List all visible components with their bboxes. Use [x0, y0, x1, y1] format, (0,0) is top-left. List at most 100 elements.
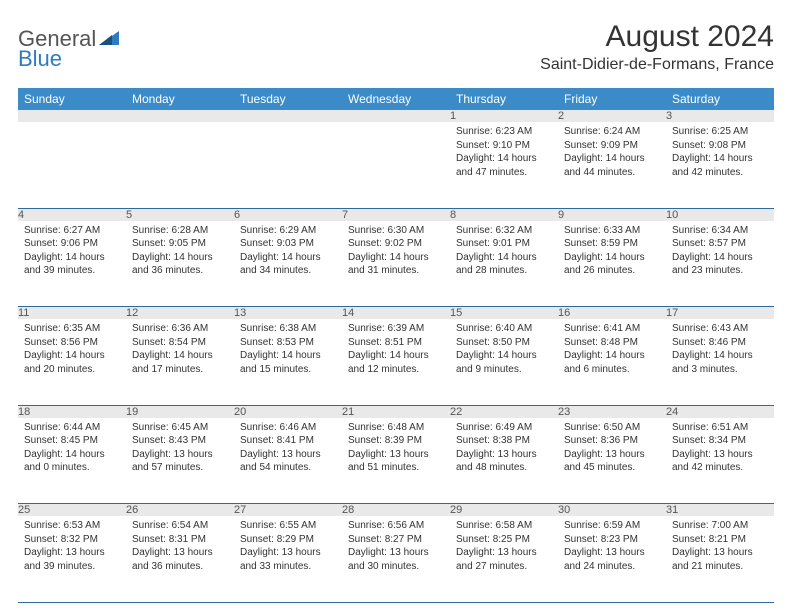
day-details: Sunrise: 6:59 AMSunset: 8:23 PMDaylight:… [558, 516, 666, 577]
daylight-line: Daylight: 14 hours and 3 minutes. [672, 349, 768, 376]
sunrise-line: Sunrise: 6:58 AM [456, 519, 552, 533]
day-details: Sunrise: 6:49 AMSunset: 8:38 PMDaylight:… [450, 418, 558, 479]
sunset-line: Sunset: 9:06 PM [24, 237, 120, 251]
sunset-line: Sunset: 8:27 PM [348, 533, 444, 547]
sunrise-line: Sunrise: 6:51 AM [672, 421, 768, 435]
sunset-line: Sunset: 8:43 PM [132, 434, 228, 448]
day-details: Sunrise: 6:27 AMSunset: 9:06 PMDaylight:… [18, 221, 126, 282]
day-details: Sunrise: 6:54 AMSunset: 8:31 PMDaylight:… [126, 516, 234, 577]
day-number-cell: 26 [126, 504, 234, 517]
sunset-line: Sunset: 9:08 PM [672, 139, 768, 153]
daylight-line: Daylight: 14 hours and 23 minutes. [672, 251, 768, 278]
day-details: Sunrise: 6:24 AMSunset: 9:09 PMDaylight:… [558, 122, 666, 183]
day-number-cell [18, 110, 126, 122]
sunrise-line: Sunrise: 6:35 AM [24, 322, 120, 336]
sunset-line: Sunset: 8:50 PM [456, 336, 552, 350]
day-number-cell: 23 [558, 405, 666, 418]
day-header: Thursday [450, 88, 558, 110]
day-details: Sunrise: 6:30 AMSunset: 9:02 PMDaylight:… [342, 221, 450, 282]
calendar-day-cell: Sunrise: 6:48 AMSunset: 8:39 PMDaylight:… [342, 418, 450, 504]
day-number-cell: 18 [18, 405, 126, 418]
daylight-line: Daylight: 14 hours and 28 minutes. [456, 251, 552, 278]
sunrise-line: Sunrise: 6:40 AM [456, 322, 552, 336]
day-details: Sunrise: 6:55 AMSunset: 8:29 PMDaylight:… [234, 516, 342, 577]
calendar-day-cell: Sunrise: 6:29 AMSunset: 9:03 PMDaylight:… [234, 221, 342, 307]
daylight-line: Daylight: 14 hours and 31 minutes. [348, 251, 444, 278]
daylight-line: Daylight: 13 hours and 36 minutes. [132, 546, 228, 573]
location-subtitle: Saint-Didier-de-Formans, France [540, 56, 774, 74]
day-details: Sunrise: 6:29 AMSunset: 9:03 PMDaylight:… [234, 221, 342, 282]
day-number-cell: 30 [558, 504, 666, 517]
day-number-cell: 12 [126, 307, 234, 320]
day-details: Sunrise: 6:28 AMSunset: 9:05 PMDaylight:… [126, 221, 234, 282]
calendar-day-cell: Sunrise: 6:58 AMSunset: 8:25 PMDaylight:… [450, 516, 558, 602]
sunset-line: Sunset: 8:21 PM [672, 533, 768, 547]
calendar-day-cell [18, 122, 126, 208]
sunset-line: Sunset: 8:38 PM [456, 434, 552, 448]
day-header: Friday [558, 88, 666, 110]
calendar-day-cell: Sunrise: 6:55 AMSunset: 8:29 PMDaylight:… [234, 516, 342, 602]
sunrise-line: Sunrise: 6:59 AM [564, 519, 660, 533]
sunrise-line: Sunrise: 6:29 AM [240, 224, 336, 238]
sunrise-line: Sunrise: 6:28 AM [132, 224, 228, 238]
day-number-row: 25262728293031 [18, 504, 774, 517]
day-number-cell: 6 [234, 208, 342, 221]
calendar-day-cell: Sunrise: 6:43 AMSunset: 8:46 PMDaylight:… [666, 319, 774, 405]
sunrise-line: Sunrise: 6:56 AM [348, 519, 444, 533]
day-details: Sunrise: 6:23 AMSunset: 9:10 PMDaylight:… [450, 122, 558, 183]
day-number-cell: 25 [18, 504, 126, 517]
sunrise-line: Sunrise: 6:25 AM [672, 125, 768, 139]
day-number-cell: 4 [18, 208, 126, 221]
calendar-day-cell: Sunrise: 6:38 AMSunset: 8:53 PMDaylight:… [234, 319, 342, 405]
calendar-day-cell: Sunrise: 6:24 AMSunset: 9:09 PMDaylight:… [558, 122, 666, 208]
calendar-day-cell: Sunrise: 6:54 AMSunset: 8:31 PMDaylight:… [126, 516, 234, 602]
day-details: Sunrise: 6:43 AMSunset: 8:46 PMDaylight:… [666, 319, 774, 380]
day-number-row: 18192021222324 [18, 405, 774, 418]
daylight-line: Daylight: 13 hours and 39 minutes. [24, 546, 120, 573]
sunset-line: Sunset: 8:51 PM [348, 336, 444, 350]
sunrise-line: Sunrise: 6:55 AM [240, 519, 336, 533]
sunset-line: Sunset: 8:56 PM [24, 336, 120, 350]
daylight-line: Daylight: 13 hours and 54 minutes. [240, 448, 336, 475]
day-number-cell: 28 [342, 504, 450, 517]
sunrise-line: Sunrise: 6:32 AM [456, 224, 552, 238]
calendar-day-cell: Sunrise: 6:46 AMSunset: 8:41 PMDaylight:… [234, 418, 342, 504]
calendar-week-row: Sunrise: 6:44 AMSunset: 8:45 PMDaylight:… [18, 418, 774, 504]
day-number-cell: 16 [558, 307, 666, 320]
month-title: August 2024 [540, 20, 774, 54]
day-header-row: Sunday Monday Tuesday Wednesday Thursday… [18, 88, 774, 110]
day-number-cell: 7 [342, 208, 450, 221]
day-number-cell: 9 [558, 208, 666, 221]
sunrise-line: Sunrise: 6:50 AM [564, 421, 660, 435]
day-number-cell: 22 [450, 405, 558, 418]
daylight-line: Daylight: 14 hours and 20 minutes. [24, 349, 120, 376]
day-number-cell [234, 110, 342, 122]
daylight-line: Daylight: 13 hours and 33 minutes. [240, 546, 336, 573]
daylight-line: Daylight: 13 hours and 51 minutes. [348, 448, 444, 475]
day-header: Sunday [18, 88, 126, 110]
sunset-line: Sunset: 8:31 PM [132, 533, 228, 547]
day-number-cell [126, 110, 234, 122]
calendar-day-cell [342, 122, 450, 208]
sunset-line: Sunset: 9:10 PM [456, 139, 552, 153]
sunrise-line: Sunrise: 6:36 AM [132, 322, 228, 336]
sunset-line: Sunset: 8:48 PM [564, 336, 660, 350]
logo-triangle-icon [99, 27, 119, 45]
day-details: Sunrise: 6:32 AMSunset: 9:01 PMDaylight:… [450, 221, 558, 282]
sunrise-line: Sunrise: 6:43 AM [672, 322, 768, 336]
daylight-line: Daylight: 13 hours and 21 minutes. [672, 546, 768, 573]
daylight-line: Daylight: 13 hours and 30 minutes. [348, 546, 444, 573]
calendar-day-cell: Sunrise: 6:53 AMSunset: 8:32 PMDaylight:… [18, 516, 126, 602]
logo-text-blue: Blue [18, 46, 62, 71]
calendar-day-cell: Sunrise: 6:56 AMSunset: 8:27 PMDaylight:… [342, 516, 450, 602]
day-number-cell: 21 [342, 405, 450, 418]
day-details: Sunrise: 6:51 AMSunset: 8:34 PMDaylight:… [666, 418, 774, 479]
sunrise-line: Sunrise: 6:53 AM [24, 519, 120, 533]
day-number-cell: 20 [234, 405, 342, 418]
daylight-line: Daylight: 14 hours and 39 minutes. [24, 251, 120, 278]
calendar-day-cell: Sunrise: 6:50 AMSunset: 8:36 PMDaylight:… [558, 418, 666, 504]
day-details: Sunrise: 6:45 AMSunset: 8:43 PMDaylight:… [126, 418, 234, 479]
sunrise-line: Sunrise: 6:24 AM [564, 125, 660, 139]
day-details: Sunrise: 6:50 AMSunset: 8:36 PMDaylight:… [558, 418, 666, 479]
day-details: Sunrise: 6:41 AMSunset: 8:48 PMDaylight:… [558, 319, 666, 380]
